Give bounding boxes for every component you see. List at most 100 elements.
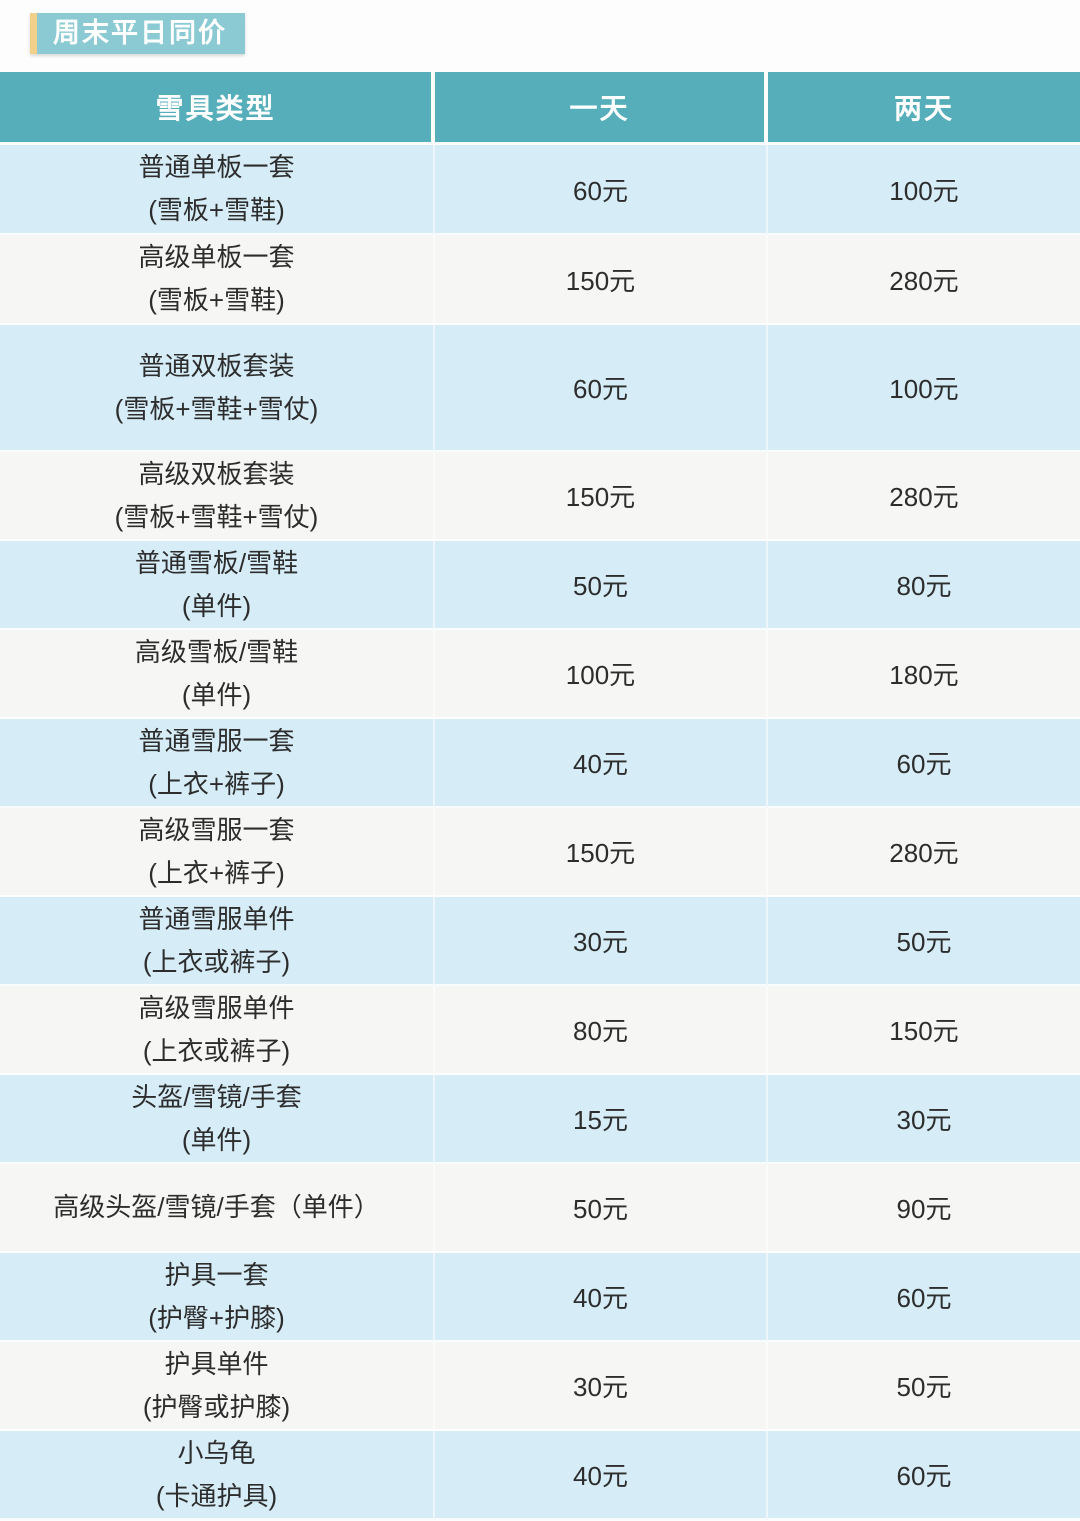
equipment-name-detail: (雪板+雪鞋) <box>148 285 285 315</box>
equipment-name-detail: (上衣或裤子) <box>142 946 291 977</box>
equipment-type-cell: 普通雪服一套 (上衣+裤子) <box>0 719 435 808</box>
equipment-name-detail: (卡通护具) <box>155 1480 278 1511</box>
one-day-price-cell: 100元 <box>435 630 768 719</box>
header-row: 雪具类型 一天 两天 <box>0 72 1080 145</box>
table-row: 普通单板一套 (雪板+雪鞋) 60元 100元 <box>0 145 1080 235</box>
table-row: 普通雪服一套 (上衣+裤子) 40元 60元 <box>0 719 1080 808</box>
one-day-price-cell: 50元 <box>435 1164 768 1253</box>
equipment-name: 普通雪服单件 <box>138 903 295 934</box>
equipment-type-cell: 头盔/雪镜/手套 (单件) <box>0 1075 435 1164</box>
equipment-name-detail: (护臀+护膝) <box>148 1302 285 1333</box>
equipment-name-detail: (上衣+裤子) <box>148 768 285 799</box>
column-header-equipment-type: 雪具类型 <box>0 72 435 145</box>
equipment-type-cell: 高级头盔/雪镜/手套（单件） <box>0 1164 435 1253</box>
equipment-name: 普通单板一套 <box>138 152 295 182</box>
equipment-name: 普通雪服一套 <box>138 725 295 756</box>
equipment-type-cell: 护具一套 (护臀+护膝) <box>0 1253 435 1342</box>
one-day-price-cell: 30元 <box>435 897 768 986</box>
two-day-price-cell: 150元 <box>768 986 1080 1075</box>
two-day-price-cell: 60元 <box>768 1253 1080 1342</box>
table-row: 普通雪板/雪鞋 (单件) 50元 80元 <box>0 541 1080 630</box>
equipment-type-cell: 普通单板一套 (雪板+雪鞋) <box>0 145 435 235</box>
table-row: 普通双板套装 (雪板+雪鞋+雪仗) 60元 100元 <box>0 325 1080 452</box>
equipment-price-table: 雪具类型 一天 两天 普通单板一套 (雪板+雪鞋) 60元 100元 高级单板一套 (雪板… <box>0 72 1080 1520</box>
equipment-type-cell: 高级雪板/雪鞋 (单件) <box>0 630 435 719</box>
equipment-name: 高级双板套装 <box>138 458 295 489</box>
one-day-price-cell: 150元 <box>435 235 768 325</box>
table-row: 高级雪服单件 (上衣或裤子) 80元 150元 <box>0 986 1080 1075</box>
two-day-price-cell: 50元 <box>768 1342 1080 1431</box>
one-day-price-cell: 80元 <box>435 986 768 1075</box>
equipment-type-cell: 普通雪服单件 (上衣或裤子) <box>0 897 435 986</box>
equipment-type-cell: 护具单件 (护臀或护膝) <box>0 1342 435 1431</box>
equipment-type-cell: 普通双板套装 (雪板+雪鞋+雪仗) <box>0 325 435 452</box>
badge-accent-bar <box>30 13 37 54</box>
two-day-price-cell: 30元 <box>768 1075 1080 1164</box>
equipment-type-cell: 高级雪服一套 (上衣+裤子) <box>0 808 435 897</box>
equipment-name-detail: (单件) <box>181 1124 252 1155</box>
equipment-type-cell: 普通雪板/雪鞋 (单件) <box>0 541 435 630</box>
table-row: 高级雪服一套 (上衣+裤子) 150元 280元 <box>0 808 1080 897</box>
equipment-name-detail: (雪板+雪鞋+雪仗) <box>114 393 319 424</box>
one-day-price-cell: 150元 <box>435 808 768 897</box>
equipment-name: 高级雪板/雪鞋 <box>134 636 299 667</box>
two-day-price-cell: 60元 <box>768 1431 1080 1520</box>
two-day-price-cell: 180元 <box>768 630 1080 719</box>
table-row: 小乌龟 (卡通护具) 40元 60元 <box>0 1431 1080 1520</box>
equipment-type-cell: 高级雪服单件 (上衣或裤子) <box>0 986 435 1075</box>
two-day-price-cell: 280元 <box>768 235 1080 325</box>
two-day-price-cell: 50元 <box>768 897 1080 986</box>
equipment-name-detail: (上衣+裤子) <box>148 857 285 888</box>
one-day-price-cell: 40元 <box>435 1431 768 1520</box>
table-row: 高级双板套装 (雪板+雪鞋+雪仗) 150元 280元 <box>0 452 1080 541</box>
equipment-name-detail: (护臀或护膝) <box>142 1391 291 1422</box>
equipment-name: 护具一套 <box>164 1259 269 1290</box>
table-row: 高级单板一套 (雪板+雪鞋) 150元 280元 <box>0 235 1080 325</box>
one-day-price-cell: 60元 <box>435 325 768 452</box>
table-row: 护具一套 (护臀+护膝) 40元 60元 <box>0 1253 1080 1342</box>
equipment-name-detail: (雪板+雪鞋+雪仗) <box>114 501 319 532</box>
table-row: 高级头盔/雪镜/手套（单件） 50元 90元 <box>0 1164 1080 1253</box>
equipment-type-cell: 高级双板套装 (雪板+雪鞋+雪仗) <box>0 452 435 541</box>
two-day-price-cell: 90元 <box>768 1164 1080 1253</box>
equipment-name: 高级雪服单件 <box>138 992 295 1023</box>
one-day-price-cell: 50元 <box>435 541 768 630</box>
equipment-type-cell: 高级单板一套 (雪板+雪鞋) <box>0 235 435 325</box>
one-day-price-cell: 30元 <box>435 1342 768 1431</box>
equipment-name-detail: (单件) <box>181 590 252 621</box>
table-body: 普通单板一套 (雪板+雪鞋) 60元 100元 高级单板一套 (雪板+雪鞋) 150元 280… <box>0 145 1080 1520</box>
two-day-price-cell: 280元 <box>768 452 1080 541</box>
section-title: 周末平日同价 <box>37 13 245 54</box>
section-title-badge: 周末平日同价 <box>30 13 245 54</box>
one-day-price-cell: 60元 <box>435 145 768 235</box>
table-row: 高级雪板/雪鞋 (单件) 100元 180元 <box>0 630 1080 719</box>
two-day-price-cell: 100元 <box>768 145 1080 235</box>
one-day-price-cell: 150元 <box>435 452 768 541</box>
equipment-name-detail: (雪板+雪鞋) <box>148 195 285 225</box>
equipment-name: 高级雪服一套 <box>138 814 295 845</box>
equipment-name: 小乌龟 <box>177 1437 256 1468</box>
one-day-price-cell: 40元 <box>435 719 768 808</box>
table-row: 普通雪服单件 (上衣或裤子) 30元 50元 <box>0 897 1080 986</box>
equipment-name: 普通双板套装 <box>138 350 295 381</box>
one-day-price-cell: 15元 <box>435 1075 768 1164</box>
two-day-price-cell: 100元 <box>768 325 1080 452</box>
column-header-two-day: 两天 <box>768 72 1080 145</box>
equipment-name: 普通雪板/雪鞋 <box>134 547 299 578</box>
two-day-price-cell: 60元 <box>768 719 1080 808</box>
table-row: 护具单件 (护臀或护膝) 30元 50元 <box>0 1342 1080 1431</box>
equipment-name: 头盔/雪镜/手套 <box>131 1081 302 1112</box>
one-day-price-cell: 40元 <box>435 1253 768 1342</box>
equipment-name: 护具单件 <box>164 1348 269 1379</box>
equipment-name-detail: (单件) <box>181 679 252 710</box>
equipment-name-detail: (上衣或裤子) <box>142 1035 291 1066</box>
two-day-price-cell: 80元 <box>768 541 1080 630</box>
table-row: 头盔/雪镜/手套 (单件) 15元 30元 <box>0 1075 1080 1164</box>
equipment-type-cell: 小乌龟 (卡通护具) <box>0 1431 435 1520</box>
table-header: 雪具类型 一天 两天 <box>0 72 1080 145</box>
two-day-price-cell: 280元 <box>768 808 1080 897</box>
equipment-name: 高级单板一套 <box>138 242 295 272</box>
column-header-one-day: 一天 <box>435 72 768 145</box>
equipment-name: 高级头盔/雪镜/手套（单件） <box>53 1192 380 1222</box>
